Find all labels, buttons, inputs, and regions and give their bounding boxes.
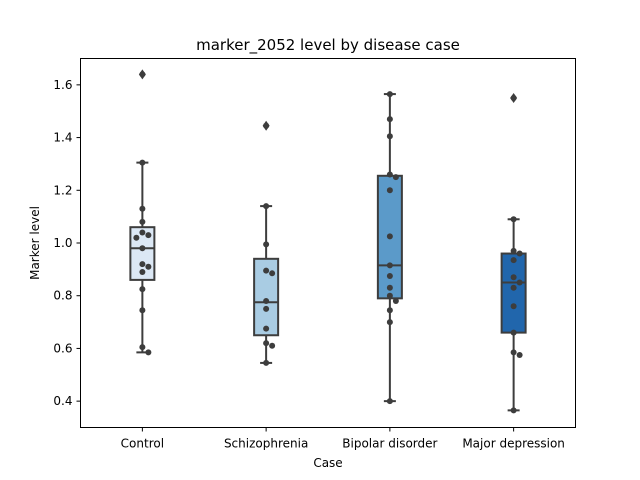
data-point	[386, 262, 393, 269]
data-point	[139, 307, 146, 314]
y-tick-label: 1.4	[53, 131, 72, 145]
data-point	[139, 229, 146, 236]
data-point	[386, 272, 393, 279]
data-point	[392, 297, 399, 304]
y-axis: 0.4 0.6 0.8 1.0 1.2 1.4 1.6	[53, 78, 81, 408]
data-point	[263, 203, 270, 210]
data-point	[516, 352, 523, 359]
data-point	[510, 257, 517, 264]
data-point	[386, 319, 393, 326]
y-axis-label: Marker level	[28, 206, 42, 280]
data-point	[139, 71, 146, 78]
data-point	[263, 241, 270, 248]
data-point	[269, 270, 276, 277]
swarm-points	[263, 122, 276, 366]
data-point	[139, 205, 146, 212]
plot-frame	[80, 58, 576, 428]
x-tick-label: Bipolar disorder	[342, 437, 437, 451]
data-point	[386, 398, 393, 405]
x-axis-label: Case	[313, 456, 342, 470]
box-iqr	[500, 252, 527, 334]
box-group	[376, 93, 403, 403]
y-tick-label: 0.8	[53, 289, 72, 303]
data-point	[145, 263, 152, 270]
data-point	[386, 116, 393, 123]
y-tick-label: 1.0	[53, 236, 72, 250]
data-point	[263, 359, 270, 366]
data-point	[510, 216, 517, 223]
data-point	[516, 250, 523, 257]
data-point	[386, 292, 393, 299]
data-point	[263, 122, 270, 129]
data-point	[386, 187, 393, 194]
data-point	[139, 218, 146, 225]
data-point	[510, 329, 517, 336]
y-tick-label: 0.4	[53, 394, 72, 408]
chart-title: marker_2052 level by disease case	[196, 36, 460, 55]
y-tick-label: 0.6	[53, 341, 72, 355]
x-tick-label: Schizophrenia	[224, 437, 308, 451]
y-tick-label: 1.6	[53, 78, 72, 92]
data-point	[263, 297, 270, 304]
data-point	[392, 174, 399, 181]
x-axis: Control Schizophrenia Bipolar disorder Majo…	[121, 427, 565, 451]
data-point	[510, 95, 517, 102]
data-point	[510, 349, 517, 356]
data-point	[139, 159, 146, 166]
data-point	[133, 234, 140, 241]
data-point	[386, 233, 393, 240]
data-point	[510, 247, 517, 254]
data-point	[263, 305, 270, 312]
data-point	[139, 261, 146, 268]
data-point	[139, 344, 146, 351]
data-point	[263, 325, 270, 332]
data-point	[510, 407, 517, 414]
data-point	[386, 284, 393, 291]
data-point	[510, 303, 517, 310]
data-point	[145, 349, 152, 356]
data-point	[386, 307, 393, 314]
swarm-points	[386, 91, 399, 405]
data-point	[510, 284, 517, 291]
data-point	[386, 171, 393, 178]
x-tick-label: Control	[121, 437, 164, 451]
data-point	[139, 245, 146, 252]
data-point	[145, 232, 152, 239]
plot-area	[129, 69, 527, 414]
x-tick-label: Major depression	[462, 437, 565, 451]
data-point	[139, 268, 146, 275]
data-point	[263, 340, 270, 347]
data-point	[386, 133, 393, 140]
data-point	[269, 342, 276, 349]
data-point	[139, 286, 146, 293]
data-point	[516, 279, 523, 286]
y-tick-label: 1.2	[53, 183, 72, 197]
data-point	[263, 267, 270, 274]
data-point	[510, 274, 517, 281]
swarm-points	[133, 71, 152, 356]
swarm-points	[510, 95, 523, 414]
data-point	[386, 91, 393, 98]
